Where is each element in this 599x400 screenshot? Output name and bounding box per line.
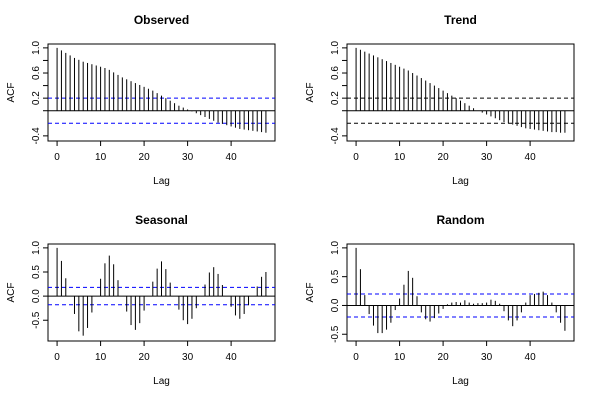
- plot-frame: [47, 243, 276, 342]
- x-axis-label: Lag: [452, 376, 469, 387]
- plot-frame: [346, 43, 575, 142]
- x-tick-label: 40: [226, 152, 238, 163]
- x-tick-label: 0: [353, 152, 359, 163]
- acf-panel-observed: Observed 0 10 20 30 40 Lag -0.4 0.2 0.6 1.0 ACF: [6, 13, 276, 187]
- y-tick-label: -0.4: [330, 127, 341, 145]
- x-tick-label: 20: [139, 352, 151, 363]
- x-tick-label: 40: [525, 352, 537, 363]
- y-tick-label: 1.0: [31, 240, 42, 254]
- y-tick-label: -0.5: [330, 325, 341, 343]
- y-axis-label: ACF: [6, 283, 17, 303]
- panel-title: Trend: [444, 13, 477, 27]
- x-tick-label: 20: [438, 152, 450, 163]
- y-tick-label: 0.5: [31, 265, 42, 279]
- y-axis-label: ACF: [305, 283, 316, 303]
- x-axis-label: Lag: [153, 176, 170, 187]
- y-tick-label: -0.5: [31, 311, 42, 329]
- y-tick-label: 1.0: [330, 240, 341, 254]
- x-tick-label: 0: [54, 352, 60, 363]
- x-tick-label: 10: [95, 152, 107, 163]
- x-tick-label: 30: [481, 352, 493, 363]
- x-tick-label: 30: [182, 152, 194, 163]
- plot-frame: [346, 243, 575, 342]
- panel-title: Seasonal: [135, 213, 188, 227]
- y-tick-label: 0.0: [31, 289, 42, 303]
- y-tick-label: 0.6: [31, 66, 42, 80]
- acf-panel-random: Random 0 10 20 30 40 Lag -0.5 0.0 0.5 1.0 ACF: [305, 213, 575, 387]
- panel-title: Random: [437, 213, 485, 227]
- x-tick-label: 10: [394, 152, 406, 163]
- y-tick-label: 0.2: [330, 91, 341, 105]
- y-axis-label: ACF: [6, 83, 17, 103]
- x-tick-label: 30: [182, 352, 194, 363]
- x-tick-label: 0: [353, 352, 359, 363]
- y-tick-label: 1.0: [330, 40, 341, 54]
- x-tick-label: 30: [481, 152, 493, 163]
- x-axis-label: Lag: [153, 376, 170, 387]
- x-tick-label: 40: [226, 352, 238, 363]
- y-tick-label: 0.6: [330, 66, 341, 80]
- x-axis-label: Lag: [452, 176, 469, 187]
- acf-panel-seasonal: Seasonal 0 10 20 30 40 Lag -0.5 0.0 0.5 1.0 ACF: [6, 213, 276, 387]
- y-tick-label: -0.4: [31, 127, 42, 145]
- y-tick-label: 0.0: [330, 298, 341, 312]
- x-tick-label: 0: [54, 152, 60, 163]
- x-tick-label: 10: [95, 352, 107, 363]
- y-tick-label: 1.0: [31, 40, 42, 54]
- y-tick-label: 0.2: [31, 91, 42, 105]
- plot-frame: [47, 43, 276, 142]
- acf-panel-trend: Trend 0 10 20 30 40 Lag -0.4 0.2 0.6 1.0 ACF: [305, 13, 575, 187]
- y-axis-label: ACF: [305, 83, 316, 103]
- x-tick-label: 20: [438, 352, 450, 363]
- panel-title: Observed: [134, 13, 189, 27]
- x-tick-label: 20: [139, 152, 151, 163]
- x-tick-label: 40: [525, 152, 537, 163]
- x-tick-label: 10: [394, 352, 406, 363]
- y-tick-label: 0.5: [330, 269, 341, 283]
